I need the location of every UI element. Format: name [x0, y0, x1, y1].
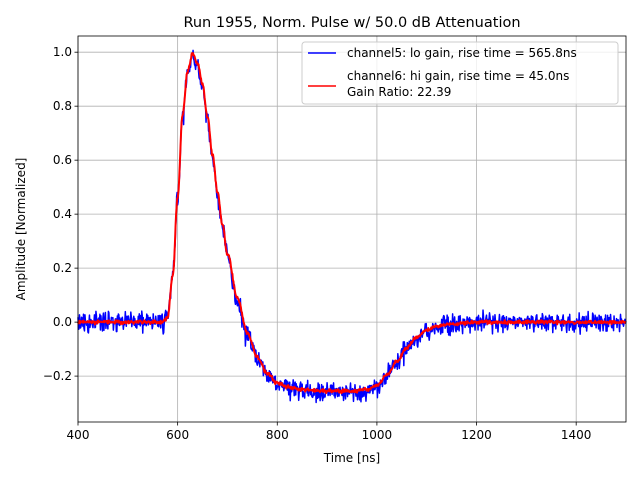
legend-label-channel6: channel6: hi gain, rise time = 45.0ns: [347, 69, 569, 83]
axes-ticks: 400 600 800 1000 1200 1400 −0.2 0.0 0.2 0.4 0.6 0.8…: [43, 45, 592, 442]
y-axis-label: Amplitude [Normalized]: [14, 158, 28, 301]
series-layer: [77, 49, 627, 404]
x-tick-label: 1000: [362, 428, 393, 442]
legend-label-channel5: channel5: lo gain, rise time = 565.8ns: [347, 46, 577, 60]
y-tick-label: 0.0: [53, 315, 72, 329]
chart-title: Run 1955, Norm. Pulse w/ 50.0 dB Attenua…: [183, 15, 520, 31]
y-tick-label: 0.6: [53, 153, 72, 167]
legend-gain-ratio: Gain Ratio: 22.39: [347, 85, 451, 99]
y-tick-label: −0.2: [43, 369, 72, 383]
series-line-channel6: [77, 52, 627, 395]
legend-box: [301, 41, 619, 105]
x-tick-label: 400: [67, 428, 90, 442]
plot-frame: [77, 35, 627, 423]
x-tick-label: 600: [166, 428, 189, 442]
y-tick-label: 1.0: [53, 45, 72, 59]
legend: channel5: lo gain, rise time = 565.8ns c…: [301, 41, 619, 105]
y-tick-label: 0.2: [53, 261, 72, 275]
y-tick-label: 0.8: [53, 99, 72, 113]
x-tick-label: 800: [266, 428, 289, 442]
y-tick-label: 0.4: [53, 207, 72, 221]
x-axis-label: Time [ns]: [323, 451, 380, 465]
x-tick-label: 1200: [461, 428, 492, 442]
x-tick-label: 1400: [561, 428, 592, 442]
